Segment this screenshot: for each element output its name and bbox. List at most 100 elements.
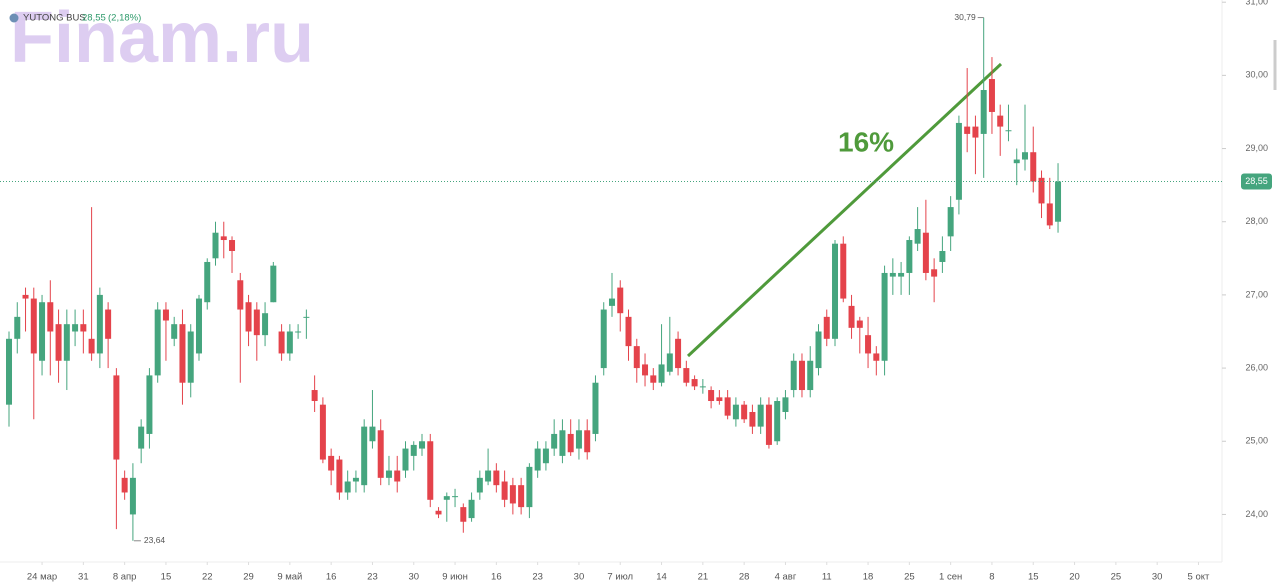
candle-body bbox=[832, 243, 839, 339]
y-tick-label: 31,00 bbox=[1245, 0, 1268, 7]
candle-body bbox=[997, 115, 1004, 127]
candle-body bbox=[344, 481, 351, 493]
ticker-title: YUTONG BUS bbox=[23, 13, 86, 24]
candle-body bbox=[501, 481, 508, 500]
x-tick-label: 25 bbox=[904, 572, 915, 583]
candle-body bbox=[212, 232, 219, 259]
ticker-icon bbox=[9, 13, 19, 23]
candle-body bbox=[253, 309, 260, 336]
x-tick-label: 31 bbox=[78, 572, 89, 583]
x-tick-label: 1 сен bbox=[939, 572, 962, 583]
candle-body bbox=[567, 433, 574, 453]
candle-body bbox=[526, 466, 533, 508]
candle-body bbox=[889, 272, 896, 277]
candle-body bbox=[369, 426, 376, 442]
candle-body bbox=[295, 331, 302, 333]
candle-body bbox=[691, 379, 698, 387]
candle-body bbox=[922, 232, 929, 273]
candle-body bbox=[898, 272, 905, 277]
candle-body bbox=[650, 375, 657, 383]
candle-body bbox=[146, 375, 153, 434]
x-tick-label: 7 июл bbox=[607, 572, 633, 583]
candle-body bbox=[220, 236, 227, 241]
candle-body bbox=[732, 404, 739, 420]
candle-body bbox=[542, 448, 549, 464]
candle-body bbox=[88, 338, 95, 354]
x-tick-label: 23 bbox=[367, 572, 378, 583]
x-tick-label: 15 bbox=[1028, 572, 1039, 583]
candle-body bbox=[55, 324, 62, 361]
watermark: Finam.ru bbox=[10, 0, 314, 78]
x-tick-label: 4 авг bbox=[775, 572, 797, 583]
candle-body bbox=[162, 309, 169, 321]
candle-body bbox=[121, 477, 128, 493]
candle-body bbox=[757, 404, 764, 427]
x-tick-label: 16 bbox=[491, 572, 502, 583]
low-label: 23,64 bbox=[144, 535, 166, 545]
candle-body bbox=[204, 261, 211, 303]
candle-body bbox=[774, 401, 781, 442]
candle-body bbox=[617, 287, 624, 314]
candle-body bbox=[1021, 152, 1028, 160]
candle-body bbox=[460, 507, 467, 522]
candle-body bbox=[80, 324, 87, 332]
candle-body bbox=[286, 331, 293, 354]
candle-body bbox=[600, 309, 607, 369]
candle-body bbox=[972, 126, 979, 138]
candle-body bbox=[328, 455, 335, 471]
high-label: 30,79 bbox=[954, 12, 976, 22]
x-tick-label: 9 май bbox=[277, 572, 302, 583]
candle-body bbox=[625, 316, 632, 347]
candle-body bbox=[964, 126, 971, 134]
candle-body bbox=[452, 496, 459, 498]
candle-body bbox=[352, 477, 359, 482]
candle-body bbox=[534, 448, 541, 471]
candle-body bbox=[856, 320, 863, 328]
candle-body bbox=[63, 324, 70, 361]
candle-body bbox=[559, 430, 566, 456]
y-tick-label: 25,00 bbox=[1245, 436, 1268, 446]
candle-body bbox=[988, 79, 995, 112]
y-tick-label: 28,00 bbox=[1245, 216, 1268, 226]
candle-body bbox=[592, 382, 599, 434]
candle-body bbox=[716, 397, 723, 402]
x-tick-label: 5 окт bbox=[1188, 572, 1210, 583]
candle-body bbox=[394, 470, 401, 482]
trend-line bbox=[686, 62, 1003, 358]
candle-body bbox=[435, 510, 442, 515]
candle-body bbox=[1038, 177, 1045, 204]
x-tick-label: 18 bbox=[863, 572, 874, 583]
candle-body bbox=[6, 338, 13, 405]
candle-body bbox=[741, 404, 748, 420]
candle-body bbox=[1046, 203, 1053, 226]
candle-body bbox=[551, 433, 558, 449]
candle-body bbox=[493, 470, 500, 486]
x-tick-label: 8 bbox=[989, 572, 994, 583]
candle-body bbox=[873, 353, 880, 361]
candle-body bbox=[105, 309, 112, 339]
y-tick-label: 26,00 bbox=[1245, 362, 1268, 372]
candle-body bbox=[575, 430, 582, 449]
candle-body bbox=[47, 302, 54, 332]
candle-body bbox=[385, 470, 392, 478]
candle-body bbox=[262, 313, 269, 336]
x-tick-label: 29 bbox=[243, 572, 254, 583]
x-tick-label: 14 bbox=[656, 572, 667, 583]
candle-body bbox=[865, 335, 872, 354]
candle-body bbox=[427, 441, 434, 500]
candle-body bbox=[245, 302, 252, 332]
candle-body bbox=[138, 426, 145, 449]
candle-body bbox=[980, 90, 987, 134]
x-tick-label: 21 bbox=[698, 572, 709, 583]
candle-body bbox=[229, 240, 236, 251]
candle-body bbox=[113, 375, 120, 460]
x-tick-label: 24 мар bbox=[27, 572, 57, 583]
candle-body bbox=[642, 364, 649, 376]
candle-body bbox=[410, 444, 417, 456]
candle-body bbox=[633, 346, 640, 369]
candle-body bbox=[443, 496, 450, 500]
candle-body bbox=[303, 316, 310, 318]
candle-body bbox=[683, 368, 690, 383]
